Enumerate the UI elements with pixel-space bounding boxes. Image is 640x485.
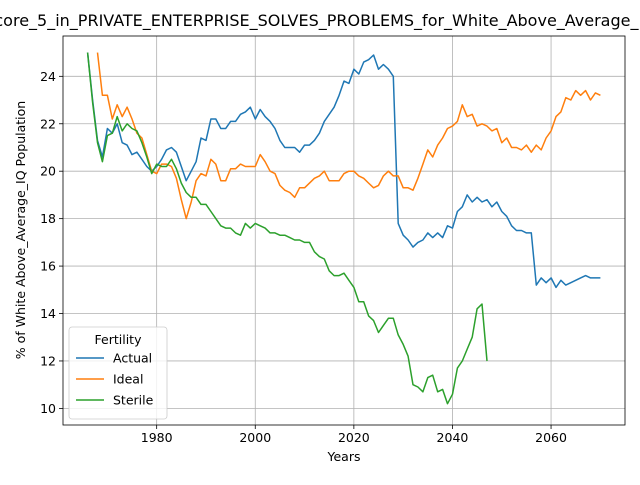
x-tick-label: 2000 <box>239 430 271 445</box>
legend: Fertility Actual Ideal Sterile <box>68 326 168 420</box>
y-tick-label: 10 <box>40 401 56 416</box>
y-tick-label: 12 <box>40 353 56 368</box>
y-tick-label: 18 <box>40 211 56 226</box>
x-tick-label: 2060 <box>535 430 567 445</box>
grid <box>63 36 625 425</box>
axis-ticks: 1980 2000 2020 2040 2060 10 12 14 16 18 20 22 24 <box>40 69 567 445</box>
series-line-ideal <box>96 52 601 220</box>
y-tick-label: 24 <box>40 69 56 84</box>
plot-area-frame <box>62 35 626 426</box>
x-axis-label: Years <box>327 449 361 464</box>
y-tick-label: 22 <box>40 116 56 131</box>
y-tick-label: 14 <box>40 306 56 321</box>
legend-label-sterile: Sterile <box>113 393 154 408</box>
x-tick-label: 1980 <box>141 430 173 445</box>
x-tick-label: 2020 <box>338 430 370 445</box>
legend-label-ideal: Ideal <box>113 372 143 387</box>
x-tick-label: 2040 <box>437 430 469 445</box>
legend-label-actual: Actual <box>113 351 152 366</box>
series-line-sterile <box>86 52 488 405</box>
legend-title: Fertility <box>95 332 143 347</box>
y-tick-label: 20 <box>40 164 56 179</box>
series-lines <box>86 52 601 405</box>
legend-entries: Actual Ideal Sterile <box>76 351 154 408</box>
y-tick-label: 16 <box>40 259 56 274</box>
legend-box <box>68 326 168 420</box>
series-line-actual <box>86 52 601 289</box>
y-axis-label: % of White Above_Average_IQ Population <box>13 101 28 359</box>
chart-title: Score_5_in_PRIVATE_ENTERPRISE_SOLVES_PRO… <box>0 11 640 31</box>
